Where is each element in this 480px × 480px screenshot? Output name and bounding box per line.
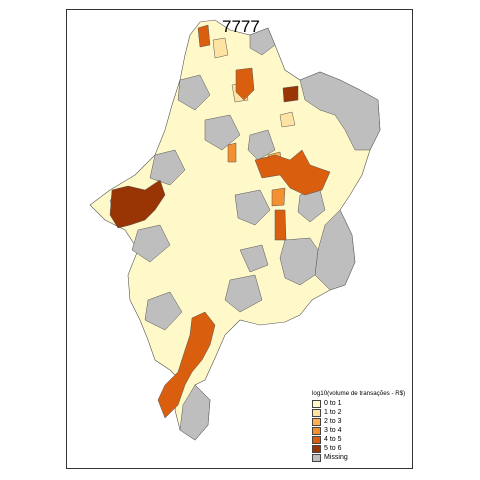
region-4-to-5	[274, 209, 287, 241]
region-3-to-4	[227, 142, 237, 163]
legend-label: 2 to 3	[324, 417, 342, 425]
region-3-to-4	[271, 187, 286, 207]
class-3-to-4-regions	[227, 142, 286, 207]
legend-swatch	[312, 408, 321, 417]
legend-label: 1 to 2	[324, 408, 342, 416]
legend-label: 0 to 1	[324, 399, 342, 407]
legend-swatch	[312, 426, 321, 435]
missing-region	[249, 27, 276, 56]
region-4-to-5	[254, 149, 331, 196]
region-4-to-5	[235, 67, 255, 101]
legend-item: 2 to 3	[312, 417, 405, 426]
missing-region	[144, 291, 183, 331]
legend-item: 5 to 6	[312, 444, 405, 453]
missing-region	[131, 224, 171, 263]
missing-region	[299, 71, 381, 151]
legend-label: 3 to 4	[324, 426, 342, 434]
map-title: 7777	[222, 17, 260, 36]
legend-label: Missing	[324, 453, 348, 461]
region-1-to-2	[279, 111, 296, 128]
legend-item: 4 to 5	[312, 435, 405, 444]
class-5-to-6-regions	[109, 85, 299, 229]
missing-region	[234, 189, 271, 226]
legend-title: log10(volume de transações - R$)	[312, 390, 406, 397]
missing-region	[247, 129, 276, 161]
region-1-to-2	[212, 37, 229, 59]
missing-regions	[109, 27, 381, 441]
region-5-to-6	[109, 179, 166, 229]
missing-region	[204, 114, 241, 151]
missing-region	[177, 74, 211, 111]
legend-item: 3 to 4	[312, 426, 405, 435]
missing-region	[239, 244, 269, 273]
legend-item: Missing	[312, 453, 405, 462]
region-4-to-5	[157, 311, 216, 419]
legend-item: 1 to 2	[312, 408, 405, 417]
class-4-to-5-regions	[157, 24, 331, 419]
legend-label: 5 to 6	[324, 444, 342, 452]
legend-label: 4 to 5	[324, 435, 342, 443]
legend-swatch	[312, 417, 321, 426]
legend-item: 0 to 1	[312, 399, 405, 408]
legend-swatch	[312, 453, 321, 462]
region-4-to-5	[197, 24, 211, 48]
missing-region	[314, 209, 356, 291]
missing-region	[149, 149, 186, 186]
legend-swatch	[312, 399, 321, 408]
missing-region	[179, 384, 211, 441]
legend-swatch	[312, 435, 321, 444]
region-5-to-6	[282, 85, 299, 103]
missing-region	[279, 237, 319, 286]
missing-region	[224, 274, 263, 313]
legend-swatch	[312, 444, 321, 453]
